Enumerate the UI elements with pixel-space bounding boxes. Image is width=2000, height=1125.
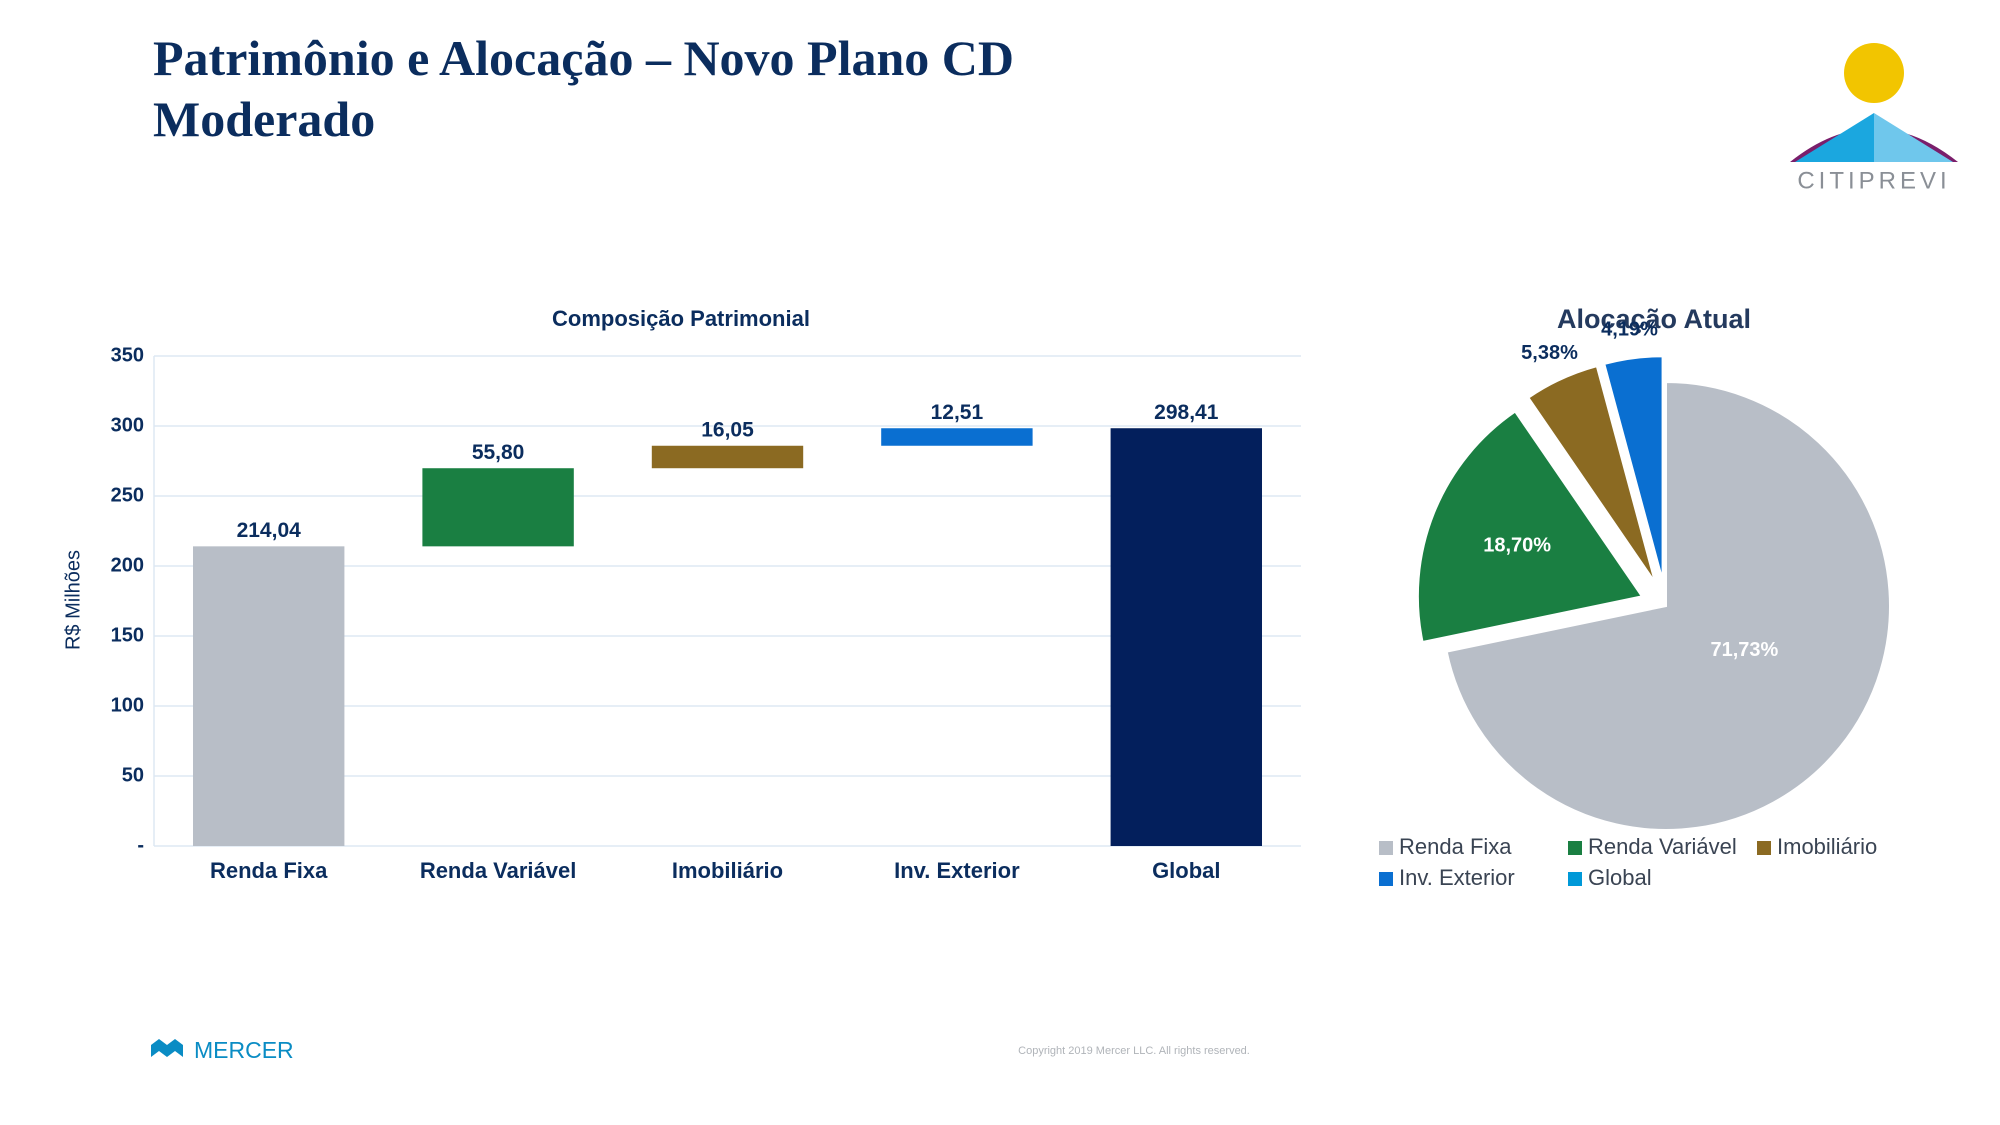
- y-tick-label: 250: [111, 484, 144, 506]
- logo-left: [1795, 113, 1874, 162]
- bar: [651, 445, 804, 469]
- data-label: 71,73%: [1710, 639, 1778, 661]
- data-label: 4,19%: [1601, 319, 1658, 341]
- y-tick-label: 150: [111, 624, 144, 646]
- x-tick-label: Global: [1152, 858, 1220, 883]
- y-tick-label: 300: [111, 414, 144, 436]
- legend-label: Global: [1588, 865, 1652, 890]
- legend-label: Imobiliário: [1777, 834, 1877, 859]
- y-tick-label: 50: [122, 764, 144, 786]
- citiprevi-logo: CITIPREVI: [1790, 43, 1958, 194]
- bar: [192, 546, 345, 846]
- data-label: 18,70%: [1483, 534, 1551, 556]
- bar: [881, 428, 1033, 446]
- pie-slice: [1526, 364, 1657, 583]
- bar: [422, 468, 574, 547]
- chart-title: Alocação Atual: [1557, 304, 1751, 334]
- y-tick-label: -: [137, 834, 144, 856]
- y-tick-label: 100: [111, 694, 144, 716]
- logo-text: CITIPREVI: [1797, 167, 1950, 194]
- x-tick-label: Imobiliário: [672, 858, 783, 883]
- mercer-logo: MERCER: [151, 1037, 294, 1063]
- data-label: 12,51: [931, 401, 984, 424]
- y-axis-label: R$ Milhões: [62, 550, 84, 650]
- legend-swatch: [1757, 841, 1771, 855]
- x-tick-label: Renda Variável: [420, 858, 577, 883]
- pie-slice: [1445, 380, 1891, 831]
- y-tick-label: 350: [111, 344, 144, 366]
- data-label: 5,38%: [1521, 342, 1578, 364]
- logo-sun: [1844, 43, 1904, 103]
- slide-title: Patrimônio e Alocação – Novo Plano CD Mo…: [153, 30, 1015, 147]
- mercer-mark: [151, 1039, 183, 1057]
- logo-right: [1874, 113, 1953, 162]
- data-label: 214,04: [237, 519, 302, 542]
- chart-title: Composição Patrimonial: [552, 306, 810, 331]
- y-tick-label: 200: [111, 554, 144, 576]
- data-label: 16,05: [701, 418, 754, 441]
- pie-slice: [1603, 355, 1664, 581]
- legend-swatch: [1379, 841, 1393, 855]
- legend-label: Renda Variável: [1588, 834, 1737, 859]
- x-tick-label: Renda Fixa: [210, 858, 328, 883]
- pie-slice: [1416, 410, 1644, 644]
- legend-swatch: [1568, 841, 1582, 855]
- legend-swatch: [1379, 872, 1393, 886]
- data-label: 55,80: [472, 441, 525, 464]
- footer-brand: MERCER: [194, 1037, 294, 1063]
- legend-label: Inv. Exterior: [1399, 865, 1515, 890]
- legend-label: Renda Fixa: [1399, 834, 1512, 859]
- data-label: 298,41: [1154, 401, 1219, 424]
- copyright: Copyright 2019 Mercer LLC. All rights re…: [1018, 1045, 1250, 1057]
- x-tick-label: Inv. Exterior: [894, 858, 1020, 883]
- bar: [1110, 428, 1263, 846]
- legend-swatch: [1568, 872, 1582, 886]
